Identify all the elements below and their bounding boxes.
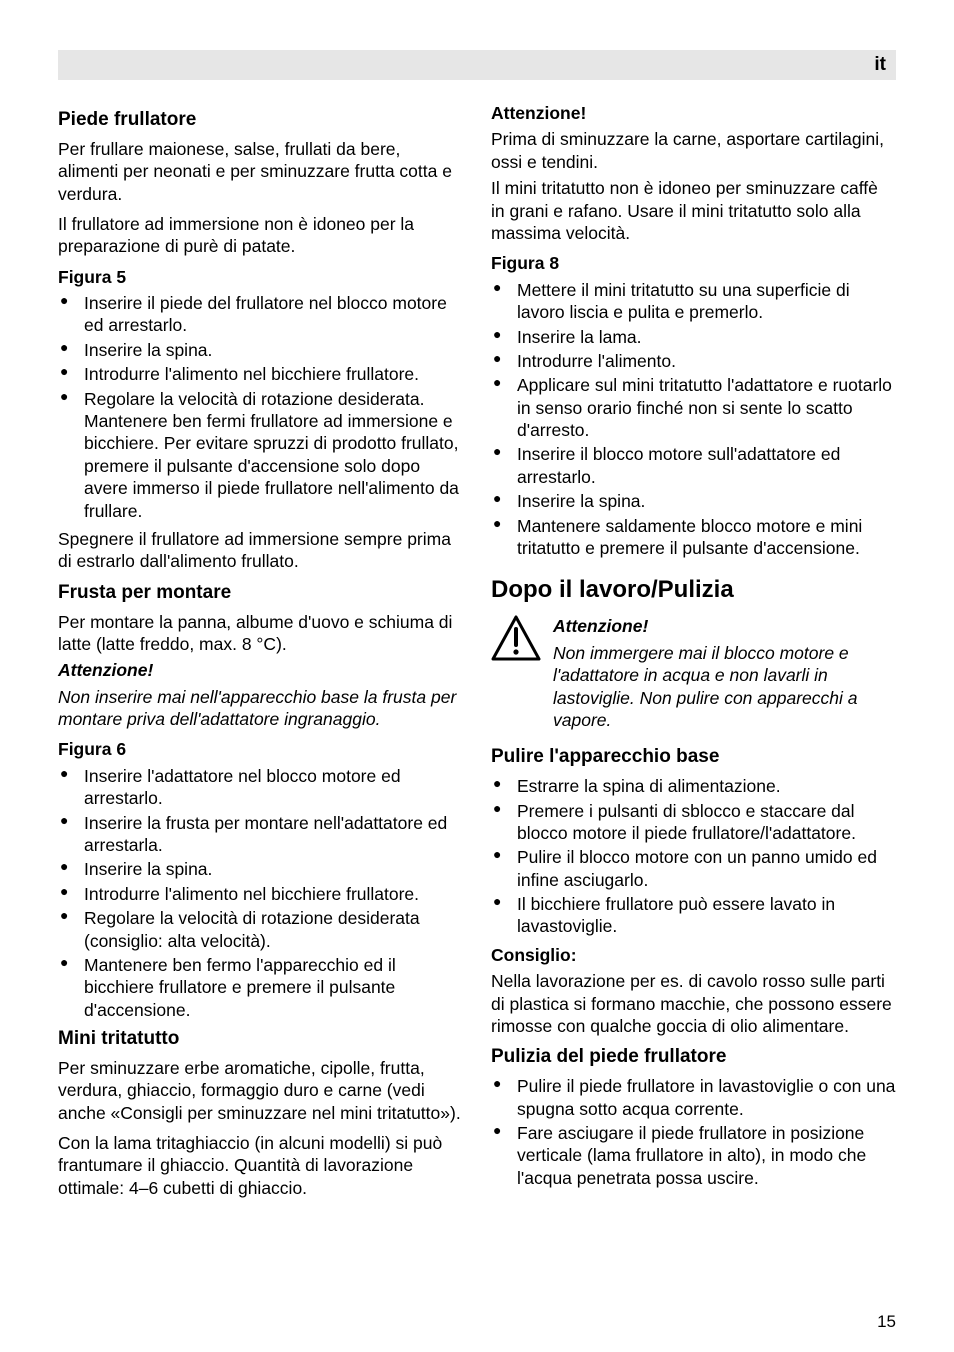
warning-text: Attenzione! Non immergere mai il blocco … xyxy=(553,615,896,735)
paragraph: Il frullatore ad immersione non è idoneo… xyxy=(58,213,463,258)
figure-label: Figura 8 xyxy=(491,252,896,274)
list-item: Inserire la frusta per montare nell'adat… xyxy=(58,812,463,857)
attention-heading: Attenzione! xyxy=(491,102,896,124)
list-item: Fare asciugare il piede frullatore in po… xyxy=(491,1122,896,1189)
paragraph: Prima di sminuzzare la carne, asportare … xyxy=(491,128,896,173)
warning-icon xyxy=(491,615,541,661)
section-title-pulire-base: Pulire l'apparecchio base xyxy=(491,745,896,769)
paragraph: Per sminuzzare erbe aromatiche, cipolle,… xyxy=(58,1057,463,1124)
paragraph: Con la lama tritaghiaccio (in alcuni mod… xyxy=(58,1132,463,1199)
list-item: Pulire il blocco motore con un panno umi… xyxy=(491,846,896,891)
paragraph: Per frullare maionese, salse, frullati d… xyxy=(58,138,463,205)
figure-label: Figura 5 xyxy=(58,266,463,288)
section-title-pulizia-piede: Pulizia del piede frullatore xyxy=(491,1045,896,1069)
list-item: Premere i pulsanti di sblocco e staccare… xyxy=(491,800,896,845)
list-item: Mantenere saldamente blocco motore e min… xyxy=(491,515,896,560)
language-code: it xyxy=(874,54,886,75)
warning-heading: Attenzione! xyxy=(553,615,896,637)
list-item: Introdurre l'alimento. xyxy=(491,350,896,372)
left-column: Piede frullatore Per frullare maionese, … xyxy=(58,102,463,1203)
language-header: it xyxy=(58,50,896,80)
list-item: Inserire la spina. xyxy=(58,339,463,361)
attention-heading: Attenzione! xyxy=(58,659,463,681)
paragraph: Spegnere il frullatore ad immersione sem… xyxy=(58,528,463,573)
list-item: Il bicchiere frullatore può essere lavat… xyxy=(491,893,896,938)
paragraph: Per montare la panna, albume d'uovo e sc… xyxy=(58,611,463,656)
page-number: 15 xyxy=(877,1312,896,1332)
warning-block: Attenzione! Non immergere mai il blocco … xyxy=(491,615,896,735)
section-title-mini-tritatutto: Mini tritatutto xyxy=(58,1027,463,1051)
warning-paragraph: Non immergere mai il blocco motore e l'a… xyxy=(553,642,896,732)
tip-paragraph: Nella lavorazione per es. di cavolo ross… xyxy=(491,970,896,1037)
list-item: Mantenere ben fermo l'apparecchio ed il … xyxy=(58,954,463,1021)
list-item: Applicare sul mini tritatutto l'adattato… xyxy=(491,374,896,441)
bullet-list: Inserire il piede del frullatore nel blo… xyxy=(58,292,463,522)
list-item: Inserire l'adattatore nel blocco motore … xyxy=(58,765,463,810)
tip-heading: Consiglio: xyxy=(491,944,896,966)
list-item: Estrarre la spina di alimentazione. xyxy=(491,775,896,797)
list-item: Inserire il piede del frullatore nel blo… xyxy=(58,292,463,337)
paragraph: Il mini tritatutto non è idoneo per smin… xyxy=(491,177,896,244)
list-item: Introdurre l'alimento nel bicchiere frul… xyxy=(58,883,463,905)
content-columns: Piede frullatore Per frullare maionese, … xyxy=(58,102,896,1203)
bullet-list: Mettere il mini tritatutto su una superf… xyxy=(491,279,896,560)
attention-text: Non inserire mai nell'apparecchio base l… xyxy=(58,686,463,731)
list-item: Inserire la spina. xyxy=(491,490,896,512)
list-item: Inserire la spina. xyxy=(58,858,463,880)
section-title-piede-frullatore: Piede frullatore xyxy=(58,108,463,132)
list-item: Inserire il blocco motore sull'adattator… xyxy=(491,443,896,488)
section-title-frusta: Frusta per montare xyxy=(58,581,463,605)
section-title-dopo-lavoro: Dopo il lavoro/Pulizia xyxy=(491,575,896,605)
figure-label: Figura 6 xyxy=(58,738,463,760)
list-item: Pulire il piede frullatore in lavastovig… xyxy=(491,1075,896,1120)
bullet-list: Pulire il piede frullatore in lavastovig… xyxy=(491,1075,896,1189)
list-item: Inserire la lama. xyxy=(491,326,896,348)
list-item: Mettere il mini tritatutto su una superf… xyxy=(491,279,896,324)
list-item: Regolare la velocità di rotazione deside… xyxy=(58,388,463,522)
list-item: Introdurre l'alimento nel bicchiere frul… xyxy=(58,363,463,385)
right-column: Attenzione! Prima di sminuzzare la carne… xyxy=(491,102,896,1203)
bullet-list: Inserire l'adattatore nel blocco motore … xyxy=(58,765,463,1021)
bullet-list: Estrarre la spina di alimentazione. Prem… xyxy=(491,775,896,938)
list-item: Regolare la velocità di rotazione deside… xyxy=(58,907,463,952)
